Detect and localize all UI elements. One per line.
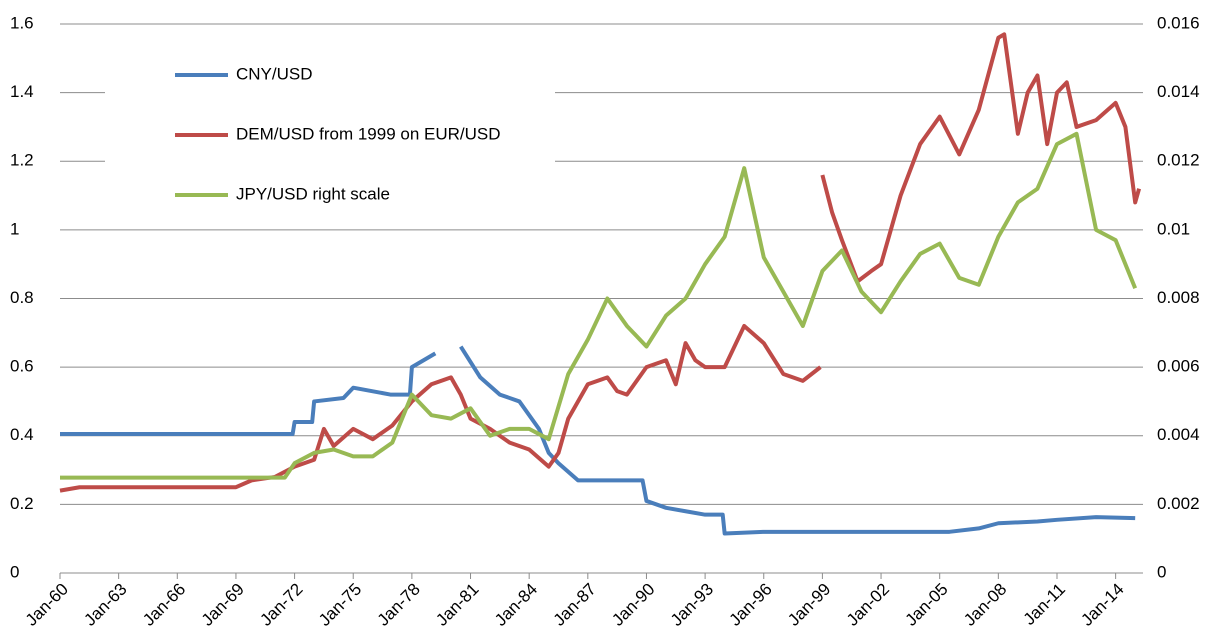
y-tick-label: 0 [10, 562, 19, 581]
y2-tick-label: 0.014 [1157, 82, 1200, 101]
y-tick-label: 1.2 [10, 151, 34, 170]
x-tick-label: Jan-90 [608, 580, 658, 630]
x-tick-label: Jan-60 [22, 580, 72, 630]
x-tick-label: Jan-14 [1077, 580, 1127, 630]
y2-tick-label: 0.012 [1157, 151, 1200, 170]
line-series [59, 323, 822, 493]
y2-tick-label: 0.016 [1157, 13, 1200, 32]
x-tick-label: Jan-75 [315, 580, 365, 630]
y2-tick-label: 0.002 [1157, 494, 1200, 513]
x-tick-label: Jan-69 [198, 580, 248, 630]
line-series [820, 32, 1142, 284]
y2-tick-label: 0 [1157, 562, 1166, 581]
x-tick-label: Jan-84 [491, 580, 541, 630]
y-tick-label: 1 [10, 219, 19, 238]
y2-tick-label: 0.008 [1157, 288, 1200, 307]
line-series [459, 345, 1136, 536]
x-tick-label: Jan-08 [960, 580, 1010, 630]
x-tick-label: Jan-72 [256, 580, 306, 630]
y-tick-label: 0.8 [10, 288, 34, 307]
legend-label: CNY/USD [236, 64, 313, 83]
x-tick-label: Jan-78 [374, 580, 424, 630]
x-tick-label: Jan-99 [784, 580, 834, 630]
x-tick-label: Jan-05 [901, 580, 951, 630]
line-series [60, 131, 1138, 480]
y2-tick-label: 0.004 [1157, 425, 1200, 444]
legend-label: JPY/USD right scale [236, 184, 390, 203]
line-series [60, 351, 437, 437]
x-tick-label: Jan-66 [139, 580, 189, 630]
x-tick-label: Jan-81 [432, 580, 482, 630]
y-tick-label: 0.2 [10, 494, 34, 513]
y-tick-label: 1.6 [10, 13, 34, 32]
x-tick-label: Jan-87 [550, 580, 600, 630]
y-tick-label: 0.6 [10, 357, 34, 376]
x-tick-label: Jan-96 [726, 580, 776, 630]
y2-tick-label: 0.006 [1157, 357, 1200, 376]
y-tick-label: 0.4 [10, 425, 34, 444]
x-tick-label: Jan-93 [667, 580, 717, 630]
legend-label: DEM/USD from 1999 on EUR/USD [236, 124, 501, 143]
y-tick-label: 1.4 [10, 82, 34, 101]
x-tick-label: Jan-63 [80, 580, 130, 630]
y2-tick-label: 0.01 [1157, 219, 1190, 238]
x-tick-label: Jan-11 [1020, 580, 1069, 629]
x-tick-label: Jan-02 [843, 580, 893, 630]
